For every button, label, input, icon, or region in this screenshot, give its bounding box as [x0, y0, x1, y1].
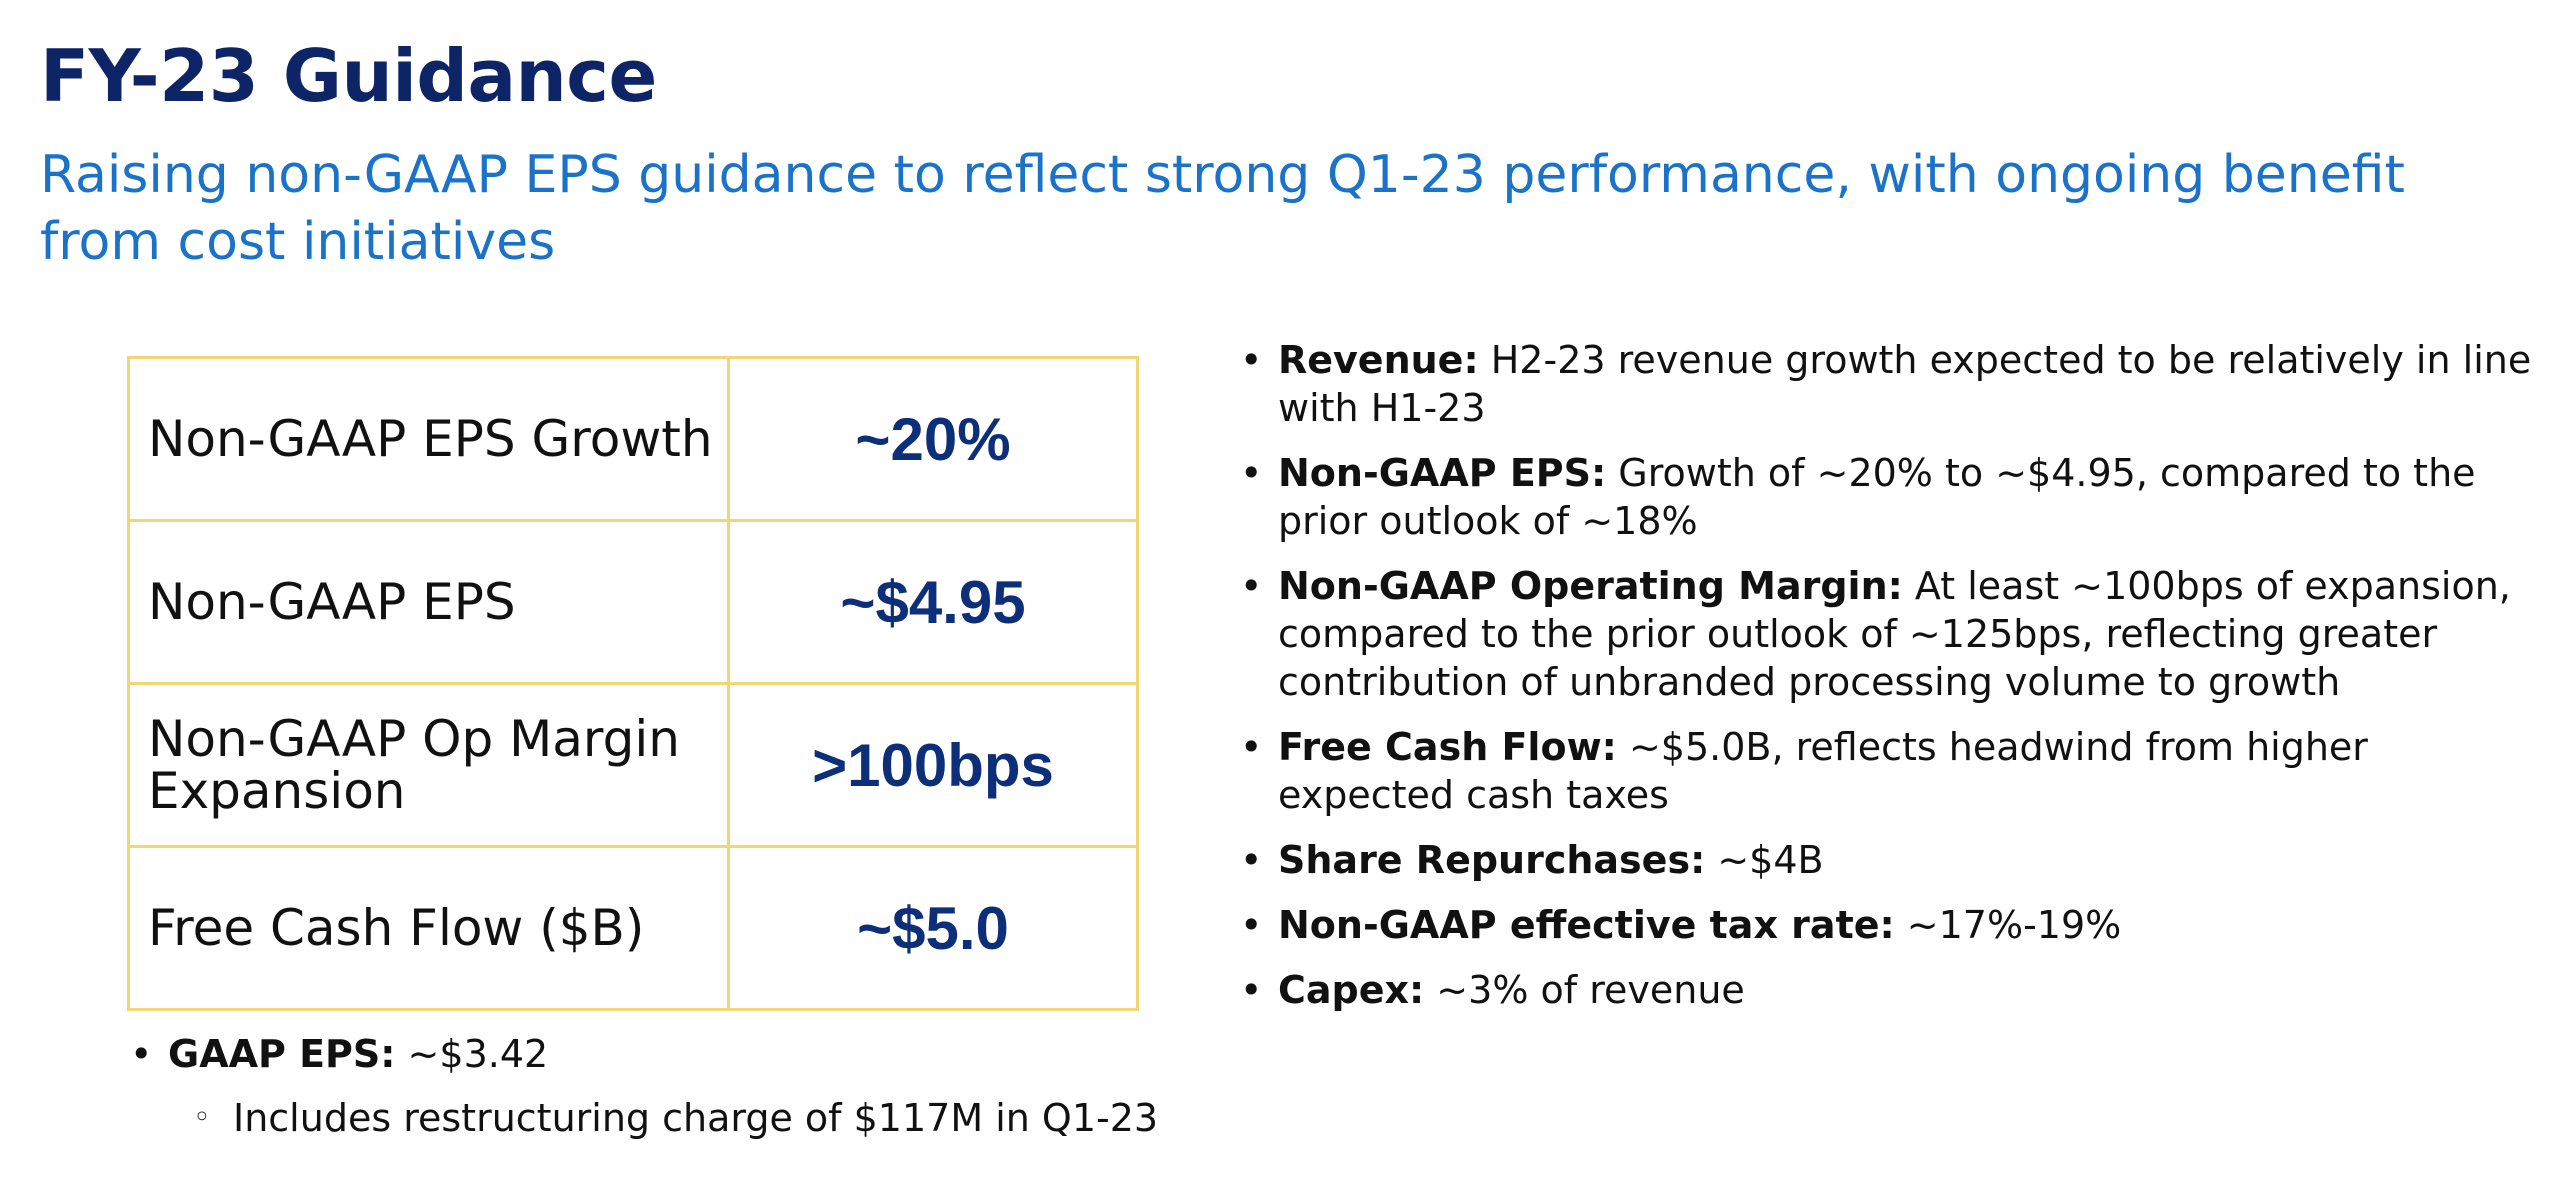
- bullet-label: Non-GAAP effective tax rate:: [1278, 903, 1895, 947]
- metric-label: Non-GAAP EPS Growth: [127, 356, 730, 522]
- bullet-label: Revenue:: [1278, 338, 1479, 382]
- sub-list-item: ◦ Includes restructuring charge of $117M …: [130, 1094, 1158, 1142]
- metric-value: ~$5.0: [727, 845, 1139, 1011]
- sub-bullet-text: Includes restructuring charge of $117M i…: [233, 1096, 1159, 1140]
- bullet-text: ~$4B: [1705, 838, 1824, 882]
- table-row: Non-GAAP Op Margin Expansion >100bps: [127, 682, 1139, 848]
- gaap-eps-notes: • GAAP EPS: ~$3.42 ◦ Includes restructurin…: [130, 1030, 1158, 1142]
- bullet-label: Capex:: [1278, 968, 1425, 1012]
- bullet-label: Non-GAAP EPS:: [1278, 451, 1607, 495]
- bullet-text: ~$3.42: [395, 1032, 549, 1076]
- bullet-label: Non-GAAP Operating Margin:: [1278, 564, 1903, 608]
- bullet-label: Free Cash Flow:: [1278, 725, 1617, 769]
- bullet-text: At least ~100bps of expansion, compared …: [1278, 564, 2511, 704]
- list-item: • Share Repurchases: ~$4B: [1240, 836, 2540, 884]
- bullet-dot: •: [1240, 338, 1263, 382]
- bullet-dot: •: [1240, 451, 1263, 495]
- list-item: • Non-GAAP Operating Margin: At least ~10…: [1240, 562, 2540, 706]
- bullet-text: Growth of ~20% to ~$4.95, compared to th…: [1278, 451, 2476, 543]
- list-item: • Capex: ~3% of revenue: [1240, 966, 2540, 1014]
- bullet-text: ~3% of revenue: [1424, 968, 1745, 1012]
- guidance-details-list: • Revenue: H2-23 revenue growth expected …: [1240, 336, 2540, 1031]
- bullet-dot: •: [1240, 725, 1263, 769]
- table-row: Non-GAAP EPS ~$4.95: [127, 519, 1139, 685]
- metric-value: >100bps: [727, 682, 1139, 848]
- bullet-dot: •: [1240, 968, 1263, 1012]
- page-title: FY-23 Guidance: [40, 34, 657, 118]
- list-item: • Non-GAAP EPS: Growth of ~20% to ~$4.95,…: [1240, 449, 2540, 545]
- bullet-dot: •: [1240, 838, 1263, 882]
- metric-value: ~20%: [727, 356, 1139, 522]
- guidance-table: Non-GAAP EPS Growth ~20% Non-GAAP EPS ~$…: [127, 356, 1139, 1011]
- list-item: • GAAP EPS: ~$3.42: [130, 1030, 1158, 1078]
- bullet-label: GAAP EPS:: [168, 1032, 396, 1076]
- bullet-text: ~$5.0B, reflects headwind from higher ex…: [1278, 725, 2368, 817]
- table-row: Non-GAAP EPS Growth ~20%: [127, 356, 1139, 522]
- list-item: • Free Cash Flow: ~$5.0B, reflects headwi…: [1240, 723, 2540, 819]
- bullet-dot: •: [1240, 564, 1263, 608]
- bullet-text: ~17%-19%: [1894, 903, 2122, 947]
- bullet-dot: •: [1240, 903, 1263, 947]
- sub-bullet-ring: ◦: [193, 1100, 211, 1135]
- list-item: • Non-GAAP effective tax rate: ~17%-19%: [1240, 901, 2540, 949]
- metric-label: Non-GAAP Op Margin Expansion: [127, 682, 730, 848]
- bullet-text: H2-23 revenue growth expected to be rela…: [1278, 338, 2532, 430]
- page-subtitle: Raising non-GAAP EPS guidance to reflect…: [40, 145, 2405, 272]
- list-item: • Revenue: H2-23 revenue growth expected …: [1240, 336, 2540, 432]
- bullet-dot: •: [130, 1032, 153, 1076]
- table-row: Free Cash Flow ($B) ~$5.0: [127, 845, 1139, 1011]
- bullet-label: Share Repurchases:: [1278, 838, 1706, 882]
- metric-label: Non-GAAP EPS: [127, 519, 730, 685]
- metric-label: Free Cash Flow ($B): [127, 845, 730, 1011]
- metric-value: ~$4.95: [727, 519, 1139, 685]
